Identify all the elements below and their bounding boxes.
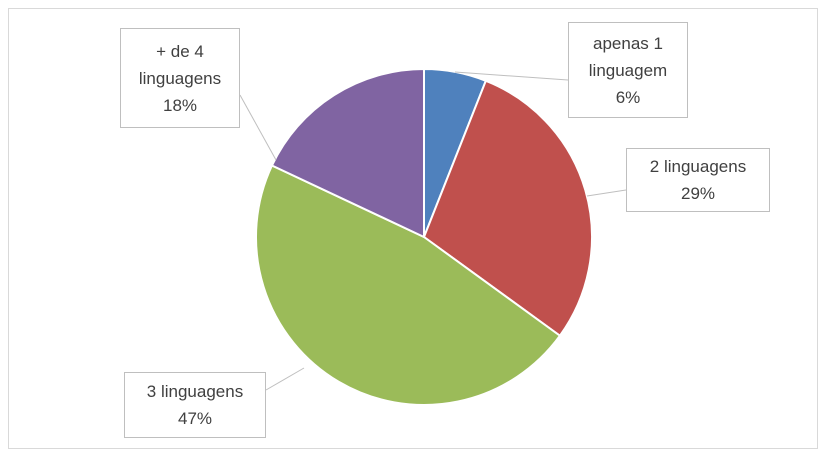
leader-line <box>454 71 569 81</box>
leader-line <box>265 367 305 391</box>
label-category: + de 4 linguagens <box>138 41 222 88</box>
pie-slice <box>422 79 593 338</box>
leader-line <box>239 94 277 161</box>
label-value: 47% <box>177 409 213 428</box>
label-value: 29% <box>680 184 716 203</box>
label-value: 6% <box>615 87 641 107</box>
data-label: 2 linguagens 29% <box>626 148 770 212</box>
data-label: 3 linguagens 47% <box>124 372 266 438</box>
label-value: 18% <box>162 95 198 115</box>
label-category: 2 linguagens <box>649 157 747 176</box>
pie-slice <box>270 67 425 239</box>
label-category: apenas 1 linguagem <box>588 33 668 80</box>
label-category: 3 linguagens <box>146 382 244 401</box>
leader-line <box>586 189 627 197</box>
data-label: apenas 1 linguagem 6% <box>568 22 688 118</box>
data-label: + de 4 linguagens 18% <box>120 28 240 128</box>
pie-slice <box>255 164 562 406</box>
